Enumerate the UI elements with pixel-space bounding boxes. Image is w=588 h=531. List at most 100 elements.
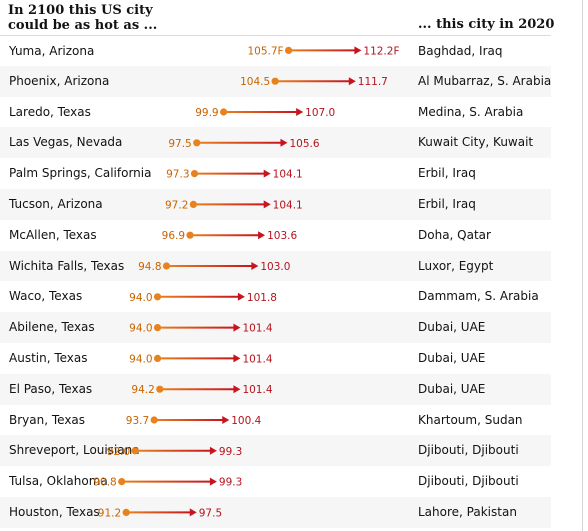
future-temp-label: 112.2F <box>363 45 399 57</box>
current-temp-label: 92.0 <box>107 446 130 458</box>
arrow-head <box>233 354 241 363</box>
matching-city-label: Dubai, UAE <box>418 320 486 335</box>
current-temp-label: 94.0 <box>129 292 152 304</box>
current-temp-label: 90.8 <box>93 477 116 489</box>
table-row: Austin, Texas Dubai, UAE <box>0 343 551 374</box>
current-temp-label: 94.8 <box>138 261 161 273</box>
arrow-head <box>189 508 197 517</box>
table-row: Houston, Texas Lahore, Pakistan <box>0 497 551 528</box>
us-city-label: Tulsa, Oklahoma <box>9 474 108 489</box>
current-temp-dot <box>186 231 194 239</box>
current-temp-label: 94.0 <box>129 323 152 335</box>
arrow-head <box>233 323 241 332</box>
us-city-label: McAllen, Texas <box>9 227 97 242</box>
current-temp-label: 97.3 <box>166 169 189 181</box>
arrow-head <box>258 231 266 240</box>
table-row: Tucson, Arizona Erbil, Iraq <box>0 189 551 220</box>
us-city-label: Yuma, Arizona <box>9 44 95 58</box>
future-temp-label: 100.4 <box>231 415 261 427</box>
matching-city-label: Dubai, UAE <box>418 351 486 365</box>
current-temp-label: 104.5 <box>240 76 270 88</box>
right-edge-border <box>582 0 588 531</box>
current-temp-label: 97.2 <box>165 199 188 211</box>
current-temp-dot <box>193 139 201 147</box>
future-temp-label: 104.1 <box>273 169 303 181</box>
arrow-head <box>209 477 217 486</box>
table-row: Las Vegas, Nevada Kuwait City, Kuwait <box>0 127 551 159</box>
future-temp-label: 99.3 <box>219 446 242 458</box>
current-temp-dot <box>220 108 228 116</box>
future-temp-label: 101.8 <box>247 292 277 304</box>
matching-city-label: Erbil, Iraq <box>418 166 476 181</box>
table-row: Waco, Texas Dammam, S. Arabia <box>0 281 551 312</box>
left-header-line2: could be as hot as ... <box>8 18 158 33</box>
arrow-head <box>222 416 230 424</box>
current-temp-dot <box>153 324 162 332</box>
table-row: McAllen, Texas Doha, Qatar <box>0 220 551 251</box>
arrow-head <box>280 138 288 147</box>
us-city-label: Las Vegas, Nevada <box>9 135 123 150</box>
future-temp-label: 111.7 <box>358 76 388 88</box>
current-temp-label: 93.7 <box>126 415 149 427</box>
arrow-head <box>251 262 259 270</box>
current-temp-dot <box>150 416 158 424</box>
future-temp-label: 103.6 <box>267 230 297 242</box>
matching-city-label: Luxor, Egypt <box>418 258 494 273</box>
matching-city-label: Kuwait City, Kuwait <box>418 135 534 150</box>
table-row: Bryan, Texas Khartoum, Sudan <box>0 405 551 436</box>
us-city-label: Shreveport, Louisiana <box>9 443 140 458</box>
matching-city-label: Doha, Qatar <box>418 227 491 242</box>
current-temp-dot <box>122 508 130 516</box>
current-temp-dot <box>189 200 197 208</box>
arrow-head <box>348 77 356 86</box>
current-temp-dot <box>118 478 126 486</box>
current-temp-dot <box>131 447 139 455</box>
table-row: Palm Springs, California Erbil, Iraq <box>0 158 551 189</box>
table-row: El Paso, Texas Dubai, UAE <box>0 373 551 405</box>
matching-city-label: Djibouti, Djibouti <box>418 443 519 458</box>
us-city-label: El Paso, Texas <box>9 381 93 396</box>
us-city-label: Houston, Texas <box>9 505 100 519</box>
arrow-head <box>237 292 245 301</box>
matching-city-label: Baghdad, Iraq <box>418 44 503 58</box>
arrow-head <box>263 169 271 178</box>
current-temp-dot <box>162 262 171 270</box>
future-temp-label: 104.1 <box>273 199 303 211</box>
matching-city-label: Al Mubarraz, S. Arabia <box>418 73 552 88</box>
table-row: Abilene, Texas Dubai, UAE <box>0 312 551 343</box>
us-city-label: Laredo, Texas <box>9 104 91 119</box>
us-city-label: Abilene, Texas <box>9 320 95 335</box>
table-row: Yuma, Arizona Baghdad, Iraq <box>0 35 551 67</box>
current-temp-dot <box>153 293 162 301</box>
arrow-head <box>296 108 304 116</box>
current-temp-label: 99.9 <box>195 107 218 119</box>
us-city-label: Wichita Falls, Texas <box>9 258 125 273</box>
current-temp-label: 97.5 <box>168 138 191 150</box>
matching-city-label: Medina, S. Arabia <box>418 104 524 119</box>
arrow-head <box>354 46 362 55</box>
future-temp-label: 99.3 <box>219 477 242 489</box>
table-row: Laredo, Texas Medina, S. Arabia <box>0 97 551 128</box>
left-header-line1: In 2100 this US city <box>8 3 153 18</box>
current-temp-dot <box>271 77 279 85</box>
current-temp-label: 91.2 <box>98 507 121 519</box>
table-row: Tulsa, Oklahoma Djibouti, Djibouti <box>0 466 551 497</box>
current-temp-label: 96.9 <box>162 230 185 242</box>
matching-city-label: Dammam, S. Arabia <box>418 289 539 304</box>
table-row: Shreveport, Louisiana Djibouti, Djibouti <box>0 435 551 467</box>
us-city-label: Tucson, Arizona <box>9 197 103 211</box>
arrow-head <box>233 385 241 394</box>
us-city-label: Bryan, Texas <box>9 412 86 427</box>
future-temp-label: 107.0 <box>305 107 335 119</box>
us-city-label: Palm Springs, California <box>9 166 152 181</box>
right-column-header: ... this city in 2020 <box>418 17 555 32</box>
matching-city-label: Khartoum, Sudan <box>418 412 523 427</box>
us-city-label: Phoenix, Arizona <box>9 73 110 88</box>
left-column-header: In 2100 this US city could be as hot as … <box>8 3 157 33</box>
current-temp-dot <box>156 385 164 393</box>
arrow-head <box>209 446 217 455</box>
future-temp-label: 101.4 <box>242 323 272 335</box>
current-temp-label: 94.0 <box>129 353 152 365</box>
us-city-label: Austin, Texas <box>9 351 88 365</box>
